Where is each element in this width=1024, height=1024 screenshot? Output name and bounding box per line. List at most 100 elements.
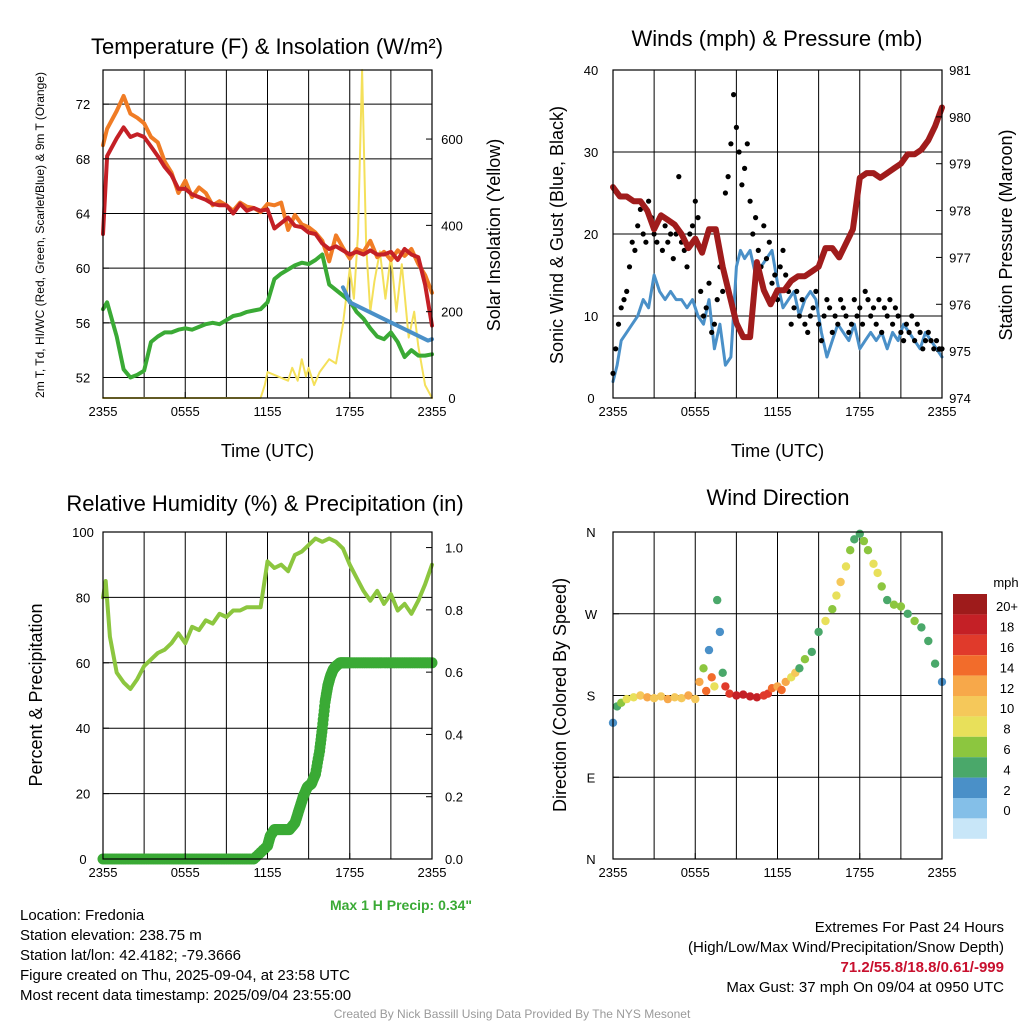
gust-point: [920, 346, 926, 352]
max-gust-text: Max Gust: 37 mph On 09/04 at 0950 UTC: [726, 979, 1004, 996]
direction-point: [745, 692, 755, 701]
gust-point: [722, 190, 729, 196]
y2-tick-label: 200: [441, 305, 463, 320]
gust-point: [794, 288, 800, 294]
y-axis-label: 2m T, Td, HI/WC (Red, Green, Scarlet/Blu…: [33, 72, 47, 398]
x-tick-label: 2355: [599, 865, 628, 880]
gust-point: [857, 305, 863, 311]
y2-tick-label: 981: [949, 63, 971, 78]
gust-point: [615, 321, 622, 327]
winds-chart: Winds (mph) & Pressure (mb) Time (UTC) 235…: [547, 26, 1016, 461]
gust-point: [838, 297, 844, 303]
gust-point: [772, 272, 778, 278]
station-info: Location: Fredonia Station elevation: 23…: [20, 906, 351, 1006]
x-tick-label: 1755: [335, 404, 364, 419]
y-tick-label: W: [585, 607, 598, 622]
gust-point: [728, 141, 734, 147]
direction-point: [622, 694, 631, 704]
series-line: [102, 69, 433, 399]
gust-point: [684, 264, 690, 270]
direction-point: [821, 616, 830, 626]
y2-tick-label: 0.0: [445, 852, 463, 867]
gust-point: [714, 297, 720, 303]
x-tick-label: 1755: [845, 404, 874, 419]
direction-point: [704, 645, 714, 655]
y-tick-label: N: [586, 525, 595, 540]
gust-point: [637, 206, 644, 212]
x-tick-label: 2355: [418, 865, 447, 880]
direction-point: [677, 694, 686, 703]
direction-point: [777, 685, 786, 695]
y-axis-label: Sonic Wind & Gust (Blue, Black): [547, 106, 567, 364]
gust-point: [909, 313, 915, 319]
y2-tick-label: 0.4: [445, 727, 463, 742]
y-tick-label: 60: [76, 656, 90, 671]
y-axis-label: Percent & Precipitation: [26, 603, 46, 786]
y-tick-label: 40: [76, 721, 90, 736]
created-text: Figure created on Thu, 2025-09-04, at 23…: [20, 967, 350, 984]
gust-point: [827, 305, 833, 311]
colorbar-segment: [953, 655, 987, 676]
direction-point: [903, 609, 912, 618]
direction-point: [807, 647, 816, 657]
x-tick-label: 2355: [928, 404, 957, 419]
gust-point: [780, 247, 786, 253]
gust-point: [720, 288, 726, 294]
y2-axis-label: Station Pressure (Maroon): [996, 129, 1016, 340]
direction-point: [732, 691, 741, 700]
gust-point: [876, 297, 882, 303]
gust-point: [807, 313, 814, 319]
gust-point: [692, 198, 698, 204]
y2-tick-label: 976: [949, 297, 971, 312]
y2-tick-label: 400: [441, 218, 463, 233]
direction-point: [684, 691, 693, 700]
colorbar-segment: [953, 696, 987, 717]
gust-point: [903, 321, 910, 327]
y2-tick-label: 0.2: [445, 790, 463, 805]
y2-tick-label: 979: [949, 157, 971, 172]
direction-point: [795, 664, 804, 673]
gust-point: [868, 313, 874, 319]
x-tick-label: 2355: [418, 404, 447, 419]
gust-point: [646, 198, 652, 204]
gust-point: [925, 329, 931, 335]
series-line: [340, 285, 434, 343]
direction-point: [930, 659, 940, 668]
gust-point: [873, 321, 879, 327]
direction-point: [883, 595, 892, 605]
y2-tick-label: 980: [949, 110, 971, 125]
gust-point: [791, 305, 797, 311]
gust-point: [635, 223, 641, 229]
gust-point: [676, 174, 682, 180]
gust-point: [917, 329, 923, 335]
gust-point: [624, 288, 630, 294]
x-tick-label: 0555: [681, 404, 710, 419]
direction-point: [636, 691, 645, 700]
y-tick-label: 68: [76, 152, 90, 167]
colorbar-segment: [953, 716, 987, 737]
direction-point: [721, 682, 730, 691]
gust-point: [725, 174, 731, 180]
direction-point: [725, 689, 734, 698]
direction-point: [889, 600, 899, 609]
gust-point: [912, 338, 918, 344]
gust-point: [890, 321, 896, 327]
colorbar-label: 0: [1003, 803, 1010, 818]
location-text: Location: Fredonia: [20, 907, 145, 924]
gust-point: [626, 264, 633, 270]
credit-text: Created By Nick Bassill Using Data Provi…: [333, 1007, 691, 1021]
extremes-values: 71.2/55.8/18.8/0.61/-999: [840, 959, 1004, 976]
x-axis-label: Time (UTC): [731, 441, 824, 461]
x-tick-label: 2355: [89, 404, 118, 419]
direction-point: [859, 536, 869, 546]
y-tick-label: 0: [79, 852, 86, 867]
gust-point: [810, 305, 816, 311]
x-tick-label: 2355: [928, 865, 957, 880]
x-tick-label: 0555: [681, 865, 710, 880]
extremes-box: Extremes For Past 24 Hours (High/Low/Max…: [688, 918, 1004, 998]
x-tick-label: 1155: [254, 404, 282, 419]
gust-point: [621, 297, 627, 303]
y-tick-label: 0: [587, 391, 594, 406]
x-tick-label: 1155: [764, 404, 792, 419]
gust-point: [816, 321, 822, 327]
